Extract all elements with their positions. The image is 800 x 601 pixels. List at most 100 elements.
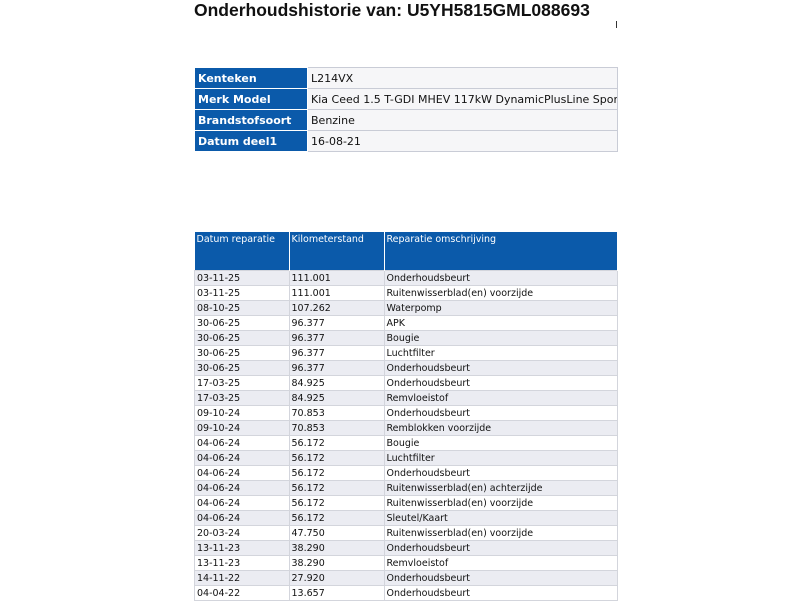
repair-description: Onderhoudsbeurt xyxy=(383,465,618,481)
vehicle-info-table: Kenteken L214VX Merk Model Kia Ceed 1.5 T-G… xyxy=(194,67,618,152)
repair-date: 04-06-24 xyxy=(194,495,290,511)
repair-mileage: 96.377 xyxy=(288,360,385,376)
repair-mileage: 96.377 xyxy=(288,315,385,331)
table-row: 30-06-25 96.377 Onderhoudsbeurt xyxy=(194,360,618,376)
repair-date: 04-06-24 xyxy=(194,450,290,466)
repair-mileage: 96.377 xyxy=(288,330,385,346)
table-row: 09-10-24 70.853 Onderhoudsbeurt xyxy=(194,405,618,421)
table-row: 04-04-22 13.657 Onderhoudsbeurt xyxy=(194,585,618,601)
repair-description: Luchtfilter xyxy=(383,450,618,466)
repair-date: 09-10-24 xyxy=(194,405,290,421)
page-title: Onderhoudshistorie van: U5YH5815GML08869… xyxy=(194,0,590,20)
table-row: 17-03-25 84.925 Remvloeistof xyxy=(194,390,618,406)
repair-date: 04-06-24 xyxy=(194,435,290,451)
info-value: L214VX xyxy=(307,67,618,89)
repair-mileage: 70.853 xyxy=(288,420,385,436)
repair-mileage: 56.172 xyxy=(288,510,385,526)
repair-description: Onderhoudsbeurt xyxy=(383,375,618,391)
repair-mileage: 111.001 xyxy=(288,270,385,286)
repair-description: Onderhoudsbeurt xyxy=(383,405,618,421)
repair-mileage: 38.290 xyxy=(288,555,385,571)
repair-date: 14-11-22 xyxy=(194,570,290,586)
repair-mileage: 38.290 xyxy=(288,540,385,556)
info-value: Kia Ceed 1.5 T-GDI MHEV 117kW DynamicPlu… xyxy=(307,88,618,110)
repair-description: Luchtfilter xyxy=(383,345,618,361)
repair-mileage: 56.172 xyxy=(288,435,385,451)
repair-mileage: 84.925 xyxy=(288,375,385,391)
info-row: Merk Model Kia Ceed 1.5 T-GDI MHEV 117kW … xyxy=(194,88,618,110)
table-row: 04-06-24 56.172 Bougie xyxy=(194,435,618,451)
table-row: 09-10-24 70.853 Remblokken voorzijde xyxy=(194,420,618,436)
repair-mileage: 56.172 xyxy=(288,465,385,481)
repair-description: Onderhoudsbeurt xyxy=(383,570,618,586)
repair-date: 17-03-25 xyxy=(194,390,290,406)
info-value: 16-08-21 xyxy=(307,130,618,152)
table-row: 04-06-24 56.172 Sleutel/Kaart xyxy=(194,510,618,526)
repair-mileage: 47.750 xyxy=(288,525,385,541)
repair-description: Remvloeistof xyxy=(383,555,618,571)
table-row: 14-11-22 27.920 Onderhoudsbeurt xyxy=(194,570,618,586)
repair-mileage: 70.853 xyxy=(288,405,385,421)
repair-date: 17-03-25 xyxy=(194,375,290,391)
repair-mileage: 56.172 xyxy=(288,480,385,496)
repair-description: Remblokken voorzijde xyxy=(383,420,618,436)
repair-date: 04-06-24 xyxy=(194,480,290,496)
repair-description: Ruitenwisserblad(en) voorzijde xyxy=(383,495,618,511)
table-row: 04-06-24 56.172 Ruitenwisserblad(en) achte… xyxy=(194,480,618,496)
repair-description: Onderhoudsbeurt xyxy=(383,270,618,286)
repair-date: 08-10-25 xyxy=(194,300,290,316)
table-row: 03-11-25 111.001 Onderhoudsbeurt xyxy=(194,270,618,286)
repair-description: Onderhoudsbeurt xyxy=(383,360,618,376)
repair-date: 03-11-25 xyxy=(194,285,290,301)
repair-description: APK xyxy=(383,315,618,331)
cursor-mark xyxy=(616,21,617,28)
repair-date: 04-06-24 xyxy=(194,510,290,526)
repair-description: Bougie xyxy=(383,330,618,346)
repair-mileage: 13.657 xyxy=(288,585,385,601)
info-label: Kenteken xyxy=(194,67,308,89)
repair-description: Ruitenwisserblad(en) achterzijde xyxy=(383,480,618,496)
table-row: 13-11-23 38.290 Remvloeistof xyxy=(194,555,618,571)
info-label: Datum deel1 xyxy=(194,130,308,152)
info-label: Brandstofsoort xyxy=(194,109,308,131)
column-header-description: Reparatie omschrijving xyxy=(384,232,618,271)
repair-description: Sleutel/Kaart xyxy=(383,510,618,526)
column-header-mileage: Kilometerstand xyxy=(289,232,385,271)
repair-date: 30-06-25 xyxy=(194,330,290,346)
repair-mileage: 111.001 xyxy=(288,285,385,301)
repair-date: 30-06-25 xyxy=(194,360,290,376)
info-row: Datum deel1 16-08-21 xyxy=(194,130,618,152)
table-row: 04-06-24 56.172 Ruitenwisserblad(en) voorz… xyxy=(194,495,618,511)
table-row: 30-06-25 96.377 Bougie xyxy=(194,330,618,346)
column-header-date: Datum reparatie xyxy=(194,232,290,271)
repair-mileage: 27.920 xyxy=(288,570,385,586)
repair-description: Remvloeistof xyxy=(383,390,618,406)
table-row: 30-06-25 96.377 APK xyxy=(194,315,618,331)
repair-description: Onderhoudsbeurt xyxy=(383,585,618,601)
repair-date: 20-03-24 xyxy=(194,525,290,541)
table-row: 20-03-24 47.750 Ruitenwisserblad(en) voorz… xyxy=(194,525,618,541)
repair-date: 30-06-25 xyxy=(194,345,290,361)
table-row: 13-11-23 38.290 Onderhoudsbeurt xyxy=(194,540,618,556)
repair-date: 04-06-24 xyxy=(194,465,290,481)
table-row: 04-06-24 56.172 Onderhoudsbeurt xyxy=(194,465,618,481)
table-row: 04-06-24 56.172 Luchtfilter xyxy=(194,450,618,466)
repair-description: Ruitenwisserblad(en) voorzijde xyxy=(383,525,618,541)
table-row: 08-10-25 107.262 Waterpomp xyxy=(194,300,618,316)
repair-mileage: 84.925 xyxy=(288,390,385,406)
repair-date: 09-10-24 xyxy=(194,420,290,436)
repair-mileage: 56.172 xyxy=(288,495,385,511)
table-row: 30-06-25 96.377 Luchtfilter xyxy=(194,345,618,361)
repair-mileage: 107.262 xyxy=(288,300,385,316)
info-value: Benzine xyxy=(307,109,618,131)
repair-mileage: 96.377 xyxy=(288,345,385,361)
repair-description: Ruitenwisserblad(en) voorzijde xyxy=(383,285,618,301)
table-row: 17-03-25 84.925 Onderhoudsbeurt xyxy=(194,375,618,391)
repair-history-table: Datum reparatie Kilometerstand Reparatie… xyxy=(194,232,618,601)
repair-date: 13-11-23 xyxy=(194,540,290,556)
repair-mileage: 56.172 xyxy=(288,450,385,466)
info-row: Kenteken L214VX xyxy=(194,67,618,89)
repair-date: 30-06-25 xyxy=(194,315,290,331)
repair-description: Onderhoudsbeurt xyxy=(383,540,618,556)
table-row: 03-11-25 111.001 Ruitenwisserblad(en) voor… xyxy=(194,285,618,301)
